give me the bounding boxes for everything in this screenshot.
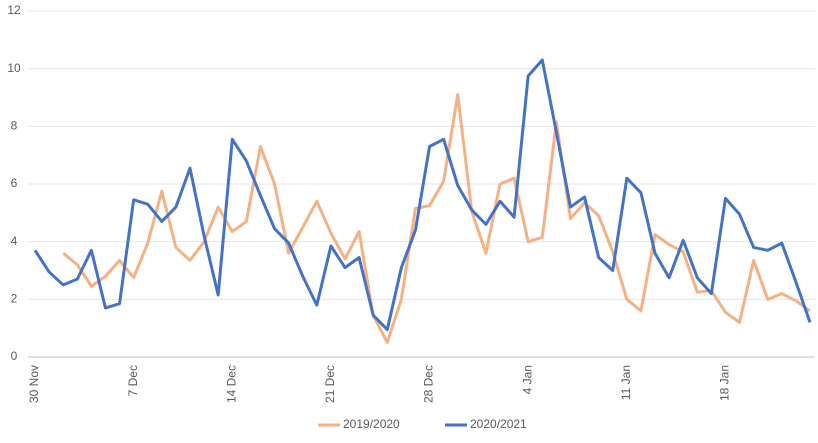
y-tick-label: 4 xyxy=(11,234,18,248)
x-tick-label: 7 Dec xyxy=(126,365,140,396)
x-tick-label: 18 Jan xyxy=(718,365,732,401)
y-tick-label: 10 xyxy=(7,61,21,75)
y-tick-label: 0 xyxy=(11,349,18,363)
legend-label: 2020/2021 xyxy=(470,417,527,431)
y-tick-label: 12 xyxy=(7,3,21,17)
legend-label: 2019/2020 xyxy=(343,417,400,431)
y-tick-label: 6 xyxy=(11,176,18,190)
x-tick-label: 4 Jan xyxy=(520,365,534,394)
x-tick-label: 30 Nov xyxy=(27,365,41,403)
y-tick-label: 8 xyxy=(11,119,18,133)
x-tick-label: 11 Jan xyxy=(619,365,633,400)
line-series xyxy=(62,93,811,345)
x-tick-label: 14 Dec xyxy=(224,365,238,403)
x-tick-label: 28 Dec xyxy=(422,365,436,403)
y-tick-label: 2 xyxy=(11,292,18,306)
line-series xyxy=(33,58,812,332)
x-tick-label: 21 Dec xyxy=(323,365,337,403)
